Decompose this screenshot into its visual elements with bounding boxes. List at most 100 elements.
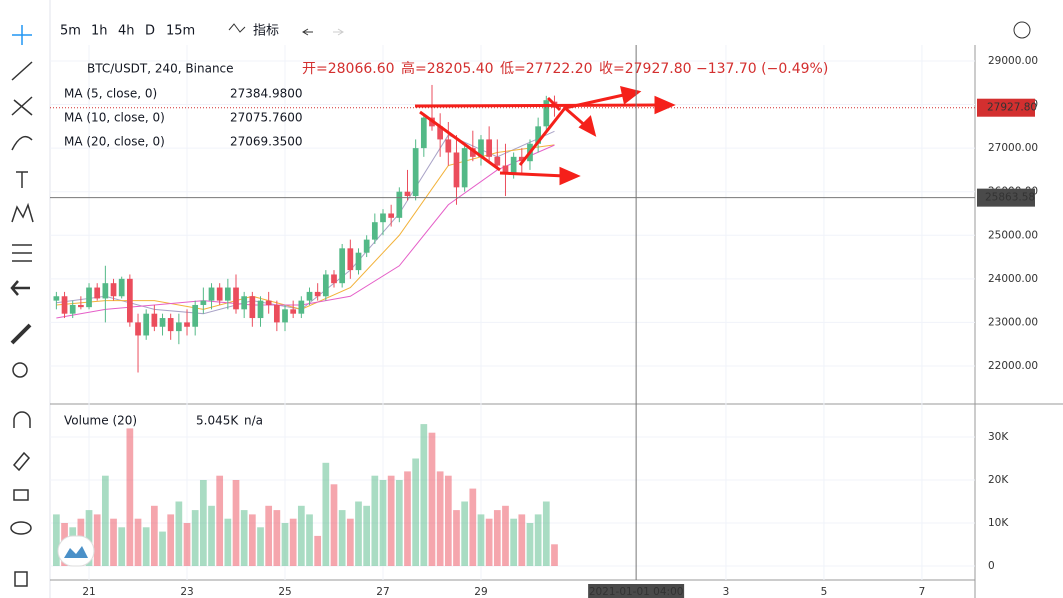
lock-draw-tool[interactable] <box>12 451 31 472</box>
candle-body <box>241 296 248 310</box>
volume-bar <box>314 535 322 566</box>
volume-bar <box>289 518 297 566</box>
candle-body <box>404 191 411 197</box>
ma-name[interactable]: MA (5, close, 0) <box>64 87 157 101</box>
volume-tick-label: 30K <box>988 431 1009 443</box>
volume-bar <box>444 475 452 566</box>
prediction-tool[interactable] <box>12 244 32 262</box>
candle-body <box>184 322 190 327</box>
interval-button[interactable]: 15m <box>166 24 195 39</box>
candle-body <box>257 300 264 319</box>
candle-body <box>371 222 378 240</box>
volume-bar <box>322 462 330 566</box>
measure-tool[interactable] <box>10 323 32 345</box>
candle-body <box>469 148 476 157</box>
back-tool[interactable] <box>10 280 30 296</box>
time-tick-label: 3 <box>723 586 730 598</box>
time-tick-label: 21 <box>82 586 95 598</box>
volume-bar <box>542 501 550 566</box>
volume-name[interactable]: Volume (20) <box>64 414 137 428</box>
interval-button[interactable]: D <box>145 24 155 39</box>
volume-bar <box>363 505 371 566</box>
volume-bar <box>216 475 224 566</box>
volume-bar <box>199 480 207 566</box>
candle-body <box>331 274 337 284</box>
candle-body <box>339 248 346 284</box>
crosshair-y-label: 25863.58 <box>985 192 1035 204</box>
candle-body <box>502 165 509 175</box>
interval-button[interactable]: 5m <box>60 24 81 39</box>
candle-body <box>298 300 305 314</box>
volume-bar <box>257 527 264 566</box>
ohlc-value: 高=28205.40 <box>401 60 494 77</box>
price-tick-label: 23000.00 <box>988 316 1038 328</box>
price-tick-label: 27000.00 <box>988 142 1038 154</box>
volume-bar <box>493 510 501 566</box>
redo-button[interactable] <box>333 28 344 36</box>
settings-button[interactable] <box>1013 21 1031 39</box>
volume-bar <box>518 514 526 566</box>
indicators-button[interactable]: 指标 <box>253 24 279 39</box>
candle-body <box>110 283 117 297</box>
undo-button[interactable] <box>302 28 313 36</box>
candle-body <box>478 139 484 157</box>
logo-mark <box>64 546 88 558</box>
candle-body <box>437 126 444 140</box>
magnet-tool[interactable] <box>13 411 31 428</box>
volume-bar <box>485 518 493 566</box>
candle-body <box>208 287 215 301</box>
candle-body <box>453 152 460 188</box>
candle-body <box>151 313 158 327</box>
symbol-label[interactable]: BTC/USDT, 240, Binance <box>87 62 234 76</box>
interval-button[interactable]: 4h <box>118 24 135 39</box>
volume-bar <box>150 505 158 566</box>
cursor-tool[interactable] <box>12 25 32 45</box>
volume-tick-label: 0 <box>988 560 995 572</box>
candle-body <box>380 213 386 223</box>
volume-bar <box>273 510 281 566</box>
eye-tool[interactable] <box>10 521 32 535</box>
volume-bar <box>53 514 60 566</box>
interval-button[interactable]: 1h <box>91 24 108 39</box>
candle-body <box>322 274 329 297</box>
candle-body <box>518 156 525 162</box>
volume-bar <box>281 522 289 566</box>
fib-tool[interactable] <box>11 96 33 116</box>
pattern-tool[interactable] <box>11 202 34 223</box>
volume-bar <box>534 514 542 566</box>
candle-body <box>143 313 150 336</box>
candle-body <box>135 322 141 336</box>
volume-tick-label: 10K <box>988 517 1009 529</box>
candle-body <box>249 296 256 319</box>
ma-name[interactable]: MA (20, close, 0) <box>64 135 165 149</box>
line-tool[interactable] <box>11 61 33 81</box>
volume-bar <box>338 510 346 566</box>
volume-bar <box>232 480 240 566</box>
volume-bar <box>142 527 150 566</box>
trash-tool[interactable] <box>14 571 28 587</box>
crosshair-y-badge <box>977 188 1035 207</box>
candle-body <box>69 304 76 314</box>
last-price-label: 27927.80 <box>987 102 1037 114</box>
time-tick-label: 25 <box>278 586 291 598</box>
time-tick-label: 29 <box>474 586 487 598</box>
candle-body <box>224 287 231 301</box>
logo[interactable] <box>57 535 95 567</box>
lock-tool[interactable] <box>13 489 29 501</box>
ma-value: 27075.7600 <box>230 111 303 125</box>
candle-body <box>53 296 60 301</box>
volume-bar <box>330 484 338 566</box>
candle-body <box>306 291 313 301</box>
volume-na: n/a <box>244 414 263 428</box>
text-tool[interactable] <box>16 171 28 188</box>
volume-bar <box>240 510 248 566</box>
volume-bar <box>175 501 183 566</box>
price-tick-label: 22000.00 <box>988 360 1038 372</box>
candle-body <box>78 304 84 308</box>
volume-bar <box>412 458 420 566</box>
ma-name[interactable]: MA (10, close, 0) <box>64 111 165 125</box>
zoom-tool[interactable] <box>12 362 28 378</box>
candle-body <box>486 139 493 157</box>
volume-bar <box>469 488 477 566</box>
brush-tool[interactable] <box>11 135 33 151</box>
